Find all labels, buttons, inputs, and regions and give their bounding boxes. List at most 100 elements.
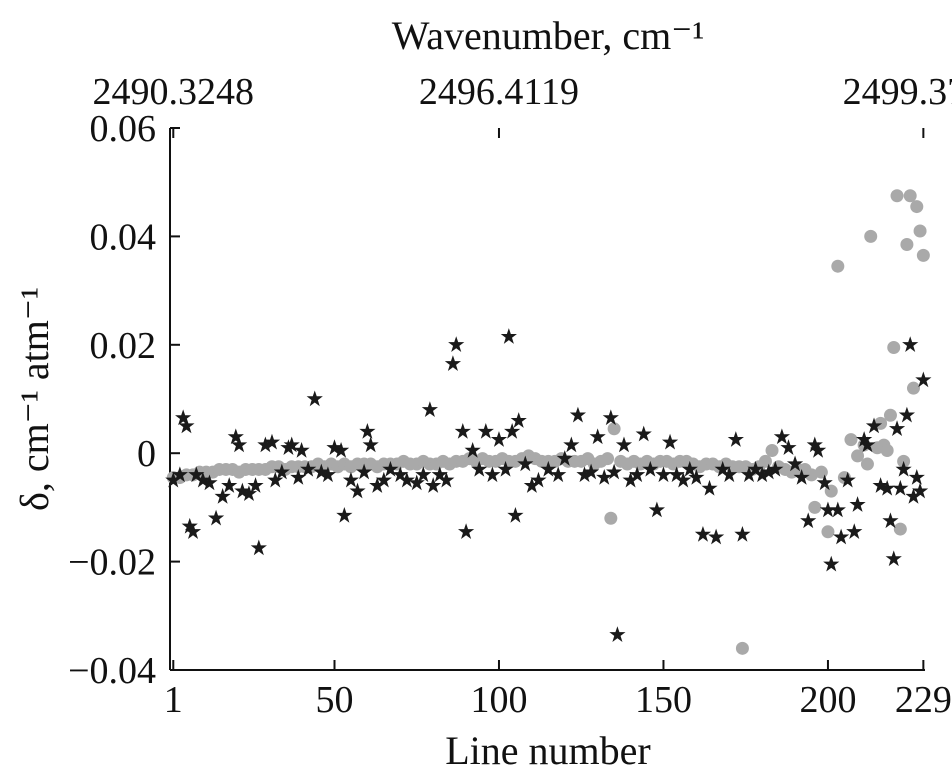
star-point bbox=[362, 436, 379, 453]
circle-point bbox=[805, 468, 819, 482]
circle-point bbox=[880, 443, 894, 457]
star-point bbox=[359, 422, 376, 439]
x-tick-label: 200 bbox=[799, 679, 856, 721]
circle-point bbox=[735, 641, 749, 655]
y-tick-label: 0.06 bbox=[90, 108, 157, 150]
star-point bbox=[849, 496, 866, 512]
star-point bbox=[349, 482, 366, 499]
star-point bbox=[507, 506, 524, 523]
star-point bbox=[569, 406, 587, 423]
circle-point bbox=[601, 452, 615, 466]
circle-point bbox=[821, 525, 835, 539]
top-x-ticks: 2490.3248 2496.4119 2499.3792 bbox=[93, 71, 952, 138]
star-point bbox=[221, 477, 238, 493]
x-tick-label: 50 bbox=[315, 679, 353, 721]
y-axis-title: δ, cm⁻¹ atm⁻¹ bbox=[12, 287, 57, 511]
circle-point bbox=[910, 200, 924, 214]
star-point bbox=[484, 466, 501, 483]
circle-point bbox=[900, 238, 914, 252]
circle-point bbox=[864, 229, 878, 243]
y-tick-label: 0.04 bbox=[90, 216, 157, 258]
star-point bbox=[734, 525, 751, 542]
star-point bbox=[207, 509, 225, 526]
x-tick-label: 150 bbox=[635, 679, 692, 721]
star-point bbox=[615, 436, 633, 453]
circle-point bbox=[893, 522, 907, 536]
star-point bbox=[823, 555, 840, 572]
star-point bbox=[892, 479, 909, 496]
circle-point bbox=[814, 465, 828, 479]
star-point bbox=[846, 523, 863, 539]
star-point bbox=[454, 422, 471, 439]
y-tick-label: −0.04 bbox=[68, 650, 156, 692]
y-tick-label: 0 bbox=[137, 433, 156, 475]
star-point bbox=[727, 431, 744, 447]
circle-point bbox=[851, 449, 865, 463]
circle-point bbox=[604, 511, 618, 525]
star-point bbox=[885, 550, 902, 567]
plot-axes bbox=[169, 128, 925, 671]
circle-point bbox=[890, 189, 904, 203]
circle-point bbox=[906, 381, 920, 395]
y-tick-label: 0.02 bbox=[90, 325, 157, 367]
star-point bbox=[563, 436, 580, 453]
circle-point bbox=[916, 248, 930, 262]
circle-point bbox=[758, 454, 772, 468]
circle-point bbox=[913, 224, 927, 238]
star-point bbox=[490, 431, 508, 447]
top-x-tick-label: 2499.3792 bbox=[843, 71, 952, 113]
star-point bbox=[908, 469, 925, 485]
star-point bbox=[336, 506, 353, 523]
y-tick-label: −0.02 bbox=[68, 542, 156, 584]
circle-point bbox=[607, 422, 621, 436]
circle-point bbox=[860, 457, 874, 471]
star-series bbox=[165, 328, 932, 642]
y-ticks: −0.04 −0.02 0 0.02 0.04 0.06 bbox=[68, 108, 180, 692]
star-point bbox=[477, 422, 494, 439]
star-point bbox=[609, 626, 626, 642]
star-point bbox=[250, 539, 267, 556]
circle-point bbox=[887, 341, 901, 355]
star-point bbox=[227, 428, 244, 445]
star-point bbox=[448, 336, 465, 352]
star-point bbox=[444, 355, 462, 371]
star-point bbox=[342, 471, 360, 488]
star-point bbox=[214, 488, 231, 504]
star-point bbox=[780, 439, 797, 455]
star-point bbox=[800, 512, 817, 529]
top-axis-title: Wavenumber, cm⁻¹ bbox=[392, 13, 705, 58]
x-tick-label: 100 bbox=[470, 679, 527, 721]
star-point bbox=[701, 479, 718, 496]
star-point bbox=[898, 406, 916, 423]
star-point bbox=[648, 501, 665, 518]
star-point bbox=[175, 409, 192, 426]
star-point bbox=[421, 401, 438, 418]
star-point bbox=[833, 528, 850, 545]
circle-series bbox=[166, 189, 930, 655]
star-point bbox=[500, 328, 517, 344]
star-point bbox=[457, 523, 475, 539]
star-point bbox=[589, 428, 606, 445]
top-x-tick-label: 2490.3248 bbox=[93, 71, 255, 113]
circle-point bbox=[765, 443, 779, 457]
star-point bbox=[708, 528, 725, 545]
star-point bbox=[504, 422, 521, 439]
circle-point bbox=[808, 500, 822, 514]
top-x-tick-label: 2496.4119 bbox=[419, 71, 579, 113]
x-tick-label: 229 bbox=[895, 679, 952, 721]
bottom-axis-title: Line number bbox=[445, 728, 651, 773]
star-point bbox=[510, 412, 527, 428]
circle-point bbox=[903, 189, 917, 203]
x-tick-label: 1 bbox=[164, 679, 183, 721]
star-point bbox=[694, 525, 712, 542]
circle-point bbox=[844, 433, 858, 447]
star-point bbox=[888, 420, 906, 437]
circle-point bbox=[831, 259, 845, 273]
star-point bbox=[902, 336, 919, 352]
star-point bbox=[773, 428, 790, 445]
circle-point bbox=[883, 408, 897, 422]
star-point bbox=[661, 433, 679, 450]
x-ticks: 1 50 100 150 200 229 bbox=[164, 660, 952, 721]
star-point bbox=[306, 390, 323, 407]
